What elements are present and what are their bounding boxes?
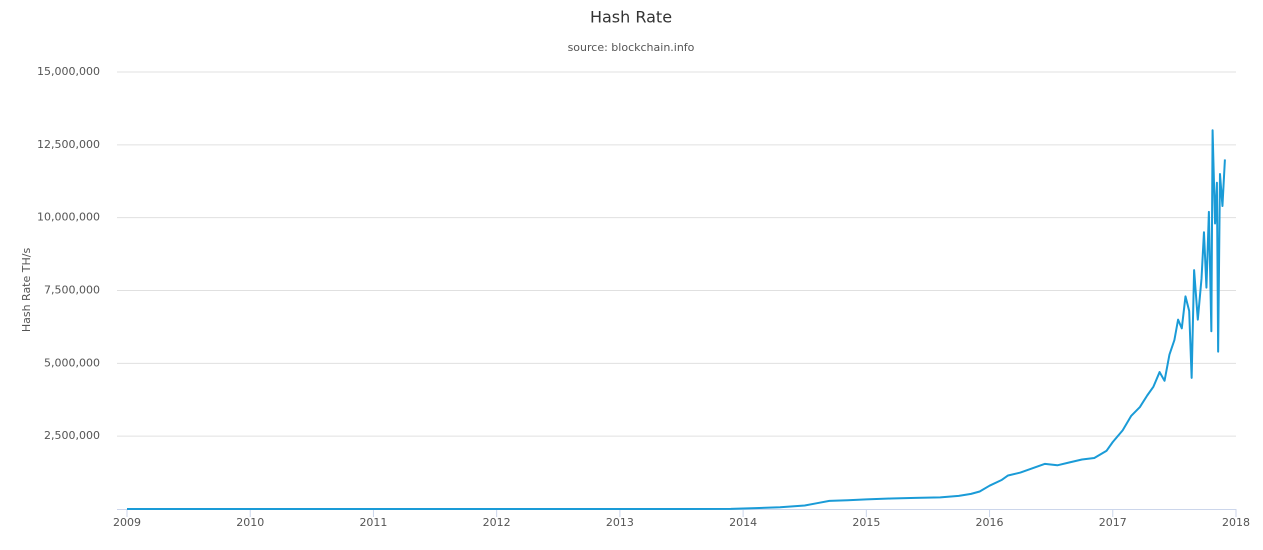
x-tick-label: 2010 xyxy=(236,516,264,529)
x-tick-label: 2011 xyxy=(359,516,387,529)
chart-title: Hash Rate xyxy=(590,8,672,27)
data-line xyxy=(127,129,1226,510)
y-tick-label: 15,000,000 xyxy=(37,65,100,78)
y-tick-label: 2,500,000 xyxy=(44,429,100,442)
x-tick-label: 2016 xyxy=(976,516,1004,529)
x-tick-label: 2014 xyxy=(729,516,757,529)
y-tick-label: 7,500,000 xyxy=(44,284,100,297)
x-tick-label: 2015 xyxy=(852,516,880,529)
y-tick-label: 5,000,000 xyxy=(44,356,100,369)
y-tick-label: 12,500,000 xyxy=(37,138,100,151)
chart-subtitle: source: blockchain.info xyxy=(568,41,695,54)
y-axis-label: Hash Rate TH/s xyxy=(20,248,33,333)
x-tick-label: 2018 xyxy=(1222,516,1250,529)
y-tick-label: 10,000,000 xyxy=(37,211,100,224)
x-tick-label: 2017 xyxy=(1099,516,1127,529)
x-tick-label: 2009 xyxy=(113,516,141,529)
x-tick-label: 2013 xyxy=(606,516,634,529)
x-tick-label: 2012 xyxy=(483,516,511,529)
